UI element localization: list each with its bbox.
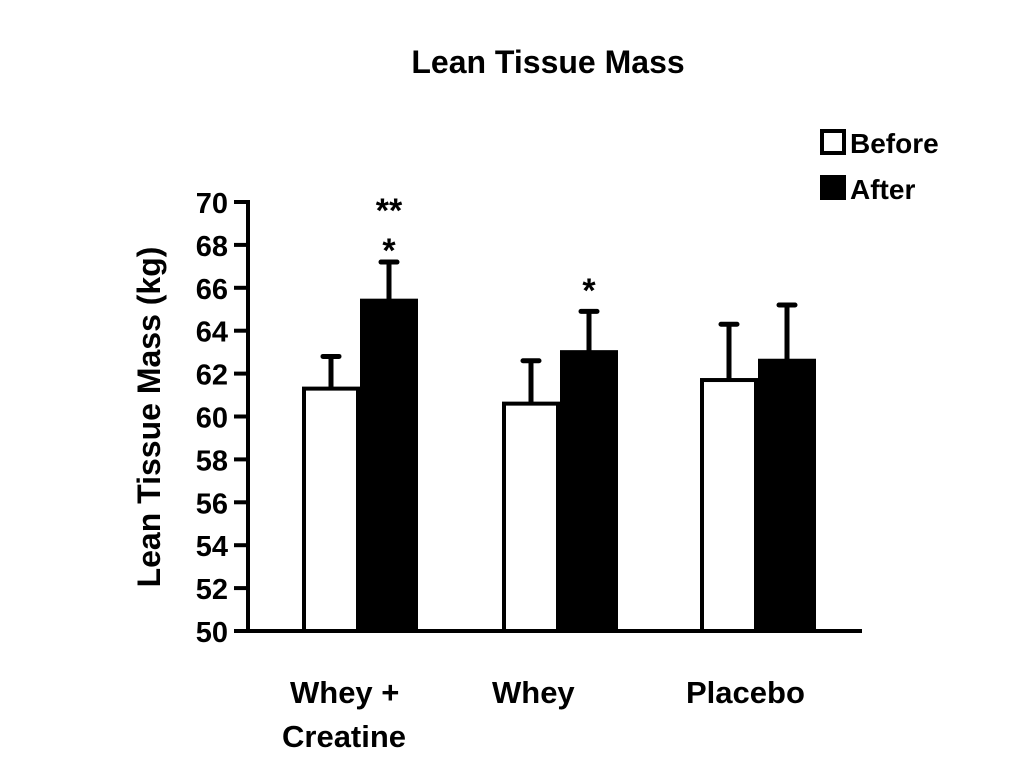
legend-label-before: Before (850, 128, 939, 159)
legend: Before After (820, 128, 939, 205)
y-tick-label: 58 (196, 445, 228, 477)
significance-marker: ** (376, 192, 403, 230)
y-tick-label: 70 (196, 188, 228, 220)
y-tick-label: 62 (196, 360, 228, 392)
y-tick-label: 68 (196, 231, 228, 263)
y-tick-label: 64 (196, 317, 228, 349)
y-tick-label: 56 (196, 488, 228, 520)
y-tick-label: 52 (196, 574, 228, 606)
legend-swatch-before (820, 129, 846, 155)
x-category-label: Whey + (290, 675, 399, 710)
x-category-label: Whey (492, 675, 575, 710)
bar-after (758, 358, 816, 631)
x-category-label: Creatine (282, 719, 406, 754)
bar-before (502, 401, 560, 633)
bar-before (700, 378, 758, 633)
y-tick-label: 50 (196, 617, 228, 649)
y-axis-label: Lean Tissue Mass (kg) (131, 247, 167, 588)
legend-label-after: After (850, 174, 915, 205)
legend-swatch-after (820, 175, 846, 200)
chart-title: Lean Tissue Mass (411, 44, 684, 80)
y-tick-label: 60 (196, 403, 228, 435)
bar-after (360, 298, 418, 631)
y-tick-label: 54 (196, 531, 228, 563)
y-tick-label: 66 (196, 274, 228, 306)
x-category-label: Placebo (686, 675, 805, 710)
significance-marker: * (582, 272, 596, 310)
significance-marker: * (382, 232, 396, 270)
bar-before (302, 386, 360, 633)
bar-after (560, 350, 618, 631)
